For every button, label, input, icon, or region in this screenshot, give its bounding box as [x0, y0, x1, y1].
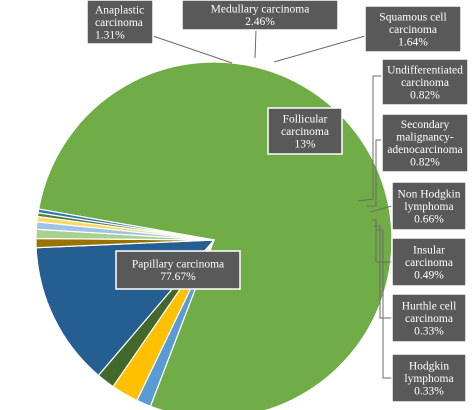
label-box-nonhodgkin — [391, 181, 467, 231]
label-text-secondary: Secondary — [401, 119, 450, 131]
label-text-anaplastic: 1.31% — [95, 29, 125, 41]
label-text-nonhodgkin: Non Hodgkin — [398, 188, 461, 200]
label-text-anaplastic: carcinoma — [95, 17, 143, 29]
label-text-undifferentiated: Undifferentiated — [387, 64, 463, 76]
leader-line-insular — [372, 219, 392, 263]
label-text-nonhodgkin: lymphoma — [404, 201, 453, 213]
label-text-papillary: Papillary carcinoma — [132, 259, 224, 271]
label-text-insular: Insular — [413, 244, 445, 256]
label-text-follicular: carcinoma — [281, 126, 329, 138]
label-box-medullary — [181, 0, 339, 31]
label-box-hurthle — [391, 293, 467, 343]
label-box-papillary — [115, 250, 241, 290]
label-text-hurthle: 0.33% — [414, 325, 444, 337]
leader-line-medullary — [254, 29, 257, 59]
leader-lines — [152, 29, 393, 379]
label-box-undifferentiated — [381, 58, 469, 106]
leader-line-undifferentiated — [357, 75, 382, 202]
label-text-hodgkin: 0.33% — [414, 385, 444, 397]
leader-line-anaplastic — [152, 35, 233, 64]
label-text-follicular: Follicular — [283, 113, 328, 125]
label-text-nonhodgkin: 0.66% — [414, 213, 444, 225]
label-box-insular — [391, 237, 467, 287]
label-text-secondary: malignancy- — [396, 132, 454, 144]
label-text-squamous: carcinoma — [389, 24, 437, 36]
label-text-medullary: Medullary carcinoma — [211, 4, 310, 16]
leader-line-hodgkin — [376, 229, 392, 379]
label-text-undifferentiated: carcinoma — [401, 77, 449, 89]
label-text-insular: carcinoma — [405, 257, 453, 269]
label-text-hodgkin: Hodgkin — [409, 360, 450, 372]
label-text-secondary: 0.82% — [410, 157, 440, 169]
leader-line-squamous — [273, 35, 366, 63]
label-text-undifferentiated: 0.82% — [410, 89, 440, 101]
label-text-secondary: adenocarcinoma — [387, 144, 462, 156]
label-box-secondary — [381, 113, 469, 173]
label-text-hodgkin: lymphoma — [404, 373, 453, 385]
label-text-papillary: 77.67% — [160, 271, 196, 283]
label-text-follicular: 13% — [294, 138, 316, 150]
slice-hodgkin — [37, 208, 215, 241]
label-text-anaplastic: Anaplastic — [95, 4, 144, 16]
label-text-hurthle: carcinoma — [405, 313, 453, 325]
label-box-follicular — [267, 107, 343, 155]
label-text-hurthle: Hurthle cell — [402, 300, 457, 312]
leader-line-nonhodgkin — [369, 205, 393, 213]
label-box-squamous — [364, 5, 462, 53]
label-text-insular: 0.49% — [414, 269, 444, 281]
slice-labels: Papillary carcinoma77.67%Anaplasticcarci… — [86, 0, 469, 403]
label-box-hodgkin — [391, 353, 467, 403]
leader-line-hurthle — [374, 225, 392, 319]
leader-line-secondary — [366, 139, 382, 207]
label-text-squamous: 1.64% — [398, 36, 428, 48]
label-text-squamous: Squamous cell — [379, 11, 446, 23]
label-text-medullary: 2.46% — [245, 16, 275, 28]
label-box-anaplastic — [86, 0, 154, 45]
